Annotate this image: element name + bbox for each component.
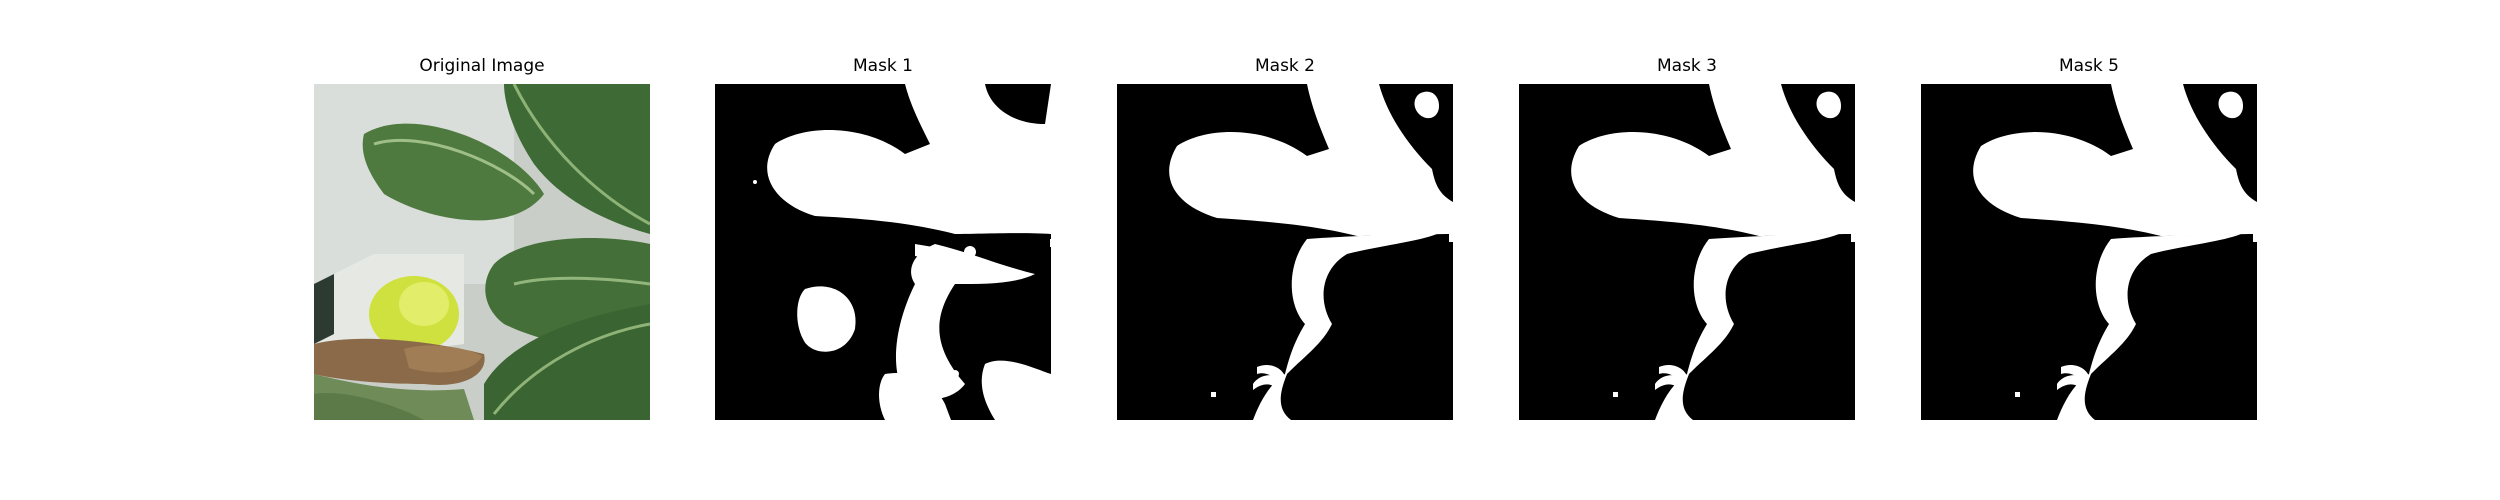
mask-3-image: [1519, 84, 1855, 420]
mask-1-image: [715, 84, 1051, 420]
mask-1-shape: [715, 84, 1051, 420]
mask-3-shape: [1519, 84, 1855, 420]
panel-title: Original Image: [419, 56, 545, 76]
panel-title: Mask 5: [2058, 56, 2119, 76]
panel-title: Mask 1: [852, 56, 913, 76]
panel-title: Mask 2: [1254, 56, 1315, 76]
panel-title: Mask 3: [1656, 56, 1717, 76]
plant-photo: [314, 84, 650, 420]
mask-5-image: [1921, 84, 2257, 420]
original-image: [314, 84, 650, 420]
mask-5-shape: [1921, 84, 2257, 420]
mask-2-shape: [1117, 84, 1453, 420]
mask-2-image: [1117, 84, 1453, 420]
